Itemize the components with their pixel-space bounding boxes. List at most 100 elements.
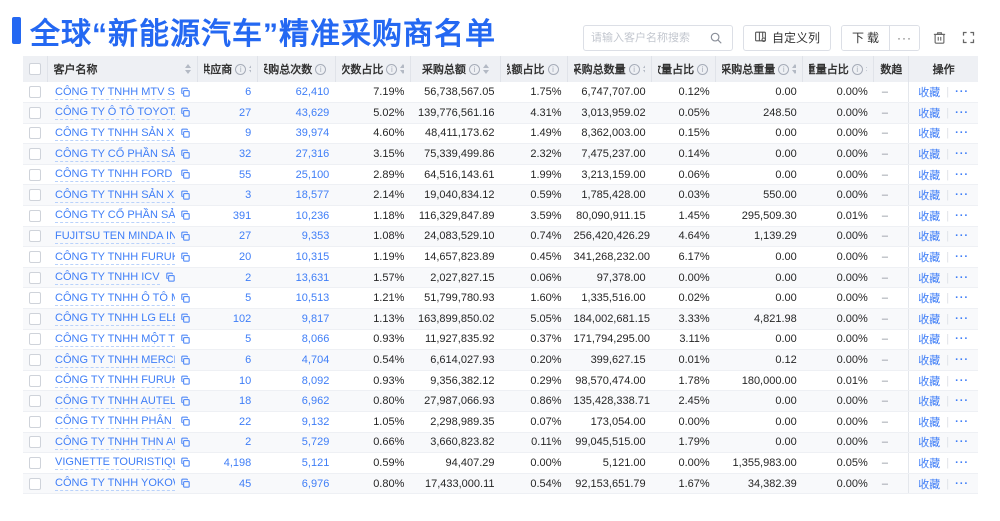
column-header-qty_pct[interactable]: 数量占比i	[651, 56, 717, 82]
column-header-trend[interactable]: 次数趋势	[873, 56, 910, 82]
info-icon[interactable]: i	[628, 63, 640, 75]
customer-name-link[interactable]: CÔNG TY TNHH FURUKAWA A...	[55, 373, 176, 389]
row-checkbox[interactable]	[29, 354, 41, 367]
row-more-button[interactable]: ···	[955, 148, 970, 161]
copy-icon[interactable]	[180, 169, 191, 180]
row-more-button[interactable]: ···	[955, 230, 970, 243]
fullscreen-icon[interactable]	[959, 30, 978, 45]
favorite-link[interactable]: 收藏	[918, 437, 941, 450]
customer-name-link[interactable]: VIGNETTE TOURISTIQUE G UNI...	[55, 455, 176, 471]
copy-icon[interactable]	[180, 128, 191, 139]
row-more-button[interactable]: ···	[955, 354, 970, 367]
row-more-button[interactable]: ···	[955, 333, 970, 346]
customer-name-link[interactable]: CÔNG TY TNHH MERCEDES–B...	[55, 353, 176, 368]
row-more-button[interactable]: ···	[955, 436, 970, 449]
customer-name-link[interactable]: CÔNG TY TNHH FORD VIỆT NAM	[55, 167, 176, 183]
row-checkbox[interactable]	[29, 86, 41, 99]
row-checkbox[interactable]	[29, 189, 41, 202]
copy-icon[interactable]	[180, 355, 191, 366]
customer-name-link[interactable]: CÔNG TY TNHH MỘT THÀNH V...	[55, 332, 176, 347]
favorite-link[interactable]: 收藏	[918, 396, 941, 409]
sort-icon[interactable]	[642, 64, 646, 74]
copy-icon[interactable]	[165, 272, 176, 283]
row-checkbox[interactable]	[29, 127, 41, 140]
copy-icon[interactable]	[180, 416, 191, 427]
info-icon[interactable]: i	[315, 63, 327, 75]
sort-icon[interactable]	[865, 64, 868, 74]
row-more-button[interactable]: ···	[955, 292, 970, 305]
copy-icon[interactable]	[180, 457, 191, 468]
customer-name-link[interactable]: FUJITSU TEN MINDA INDIA PVT...	[55, 229, 176, 244]
row-more-button[interactable]: ···	[955, 395, 970, 408]
copy-icon[interactable]	[180, 190, 191, 201]
column-header-times_pct[interactable]: 次数占比 i	[335, 56, 411, 82]
favorite-link[interactable]: 收藏	[918, 149, 941, 162]
row-checkbox[interactable]	[29, 415, 41, 428]
info-icon[interactable]: i	[697, 63, 709, 75]
favorite-link[interactable]: 收藏	[918, 169, 941, 182]
column-header-total_amount[interactable]: 采购总额 i	[410, 56, 501, 82]
copy-icon[interactable]	[180, 375, 191, 386]
row-more-button[interactable]: ···	[955, 168, 970, 181]
sort-icon[interactable]	[184, 64, 191, 74]
favorite-link[interactable]: 收藏	[918, 457, 941, 470]
sort-icon[interactable]	[249, 64, 251, 74]
row-more-button[interactable]: ···	[955, 374, 970, 387]
copy-icon[interactable]	[180, 313, 191, 324]
customer-name-link[interactable]: CÔNG TY TNHH AUTEL VIỆT N...	[55, 394, 176, 409]
row-more-button[interactable]: ···	[955, 477, 970, 490]
copy-icon[interactable]	[180, 87, 191, 98]
row-checkbox[interactable]	[29, 333, 41, 346]
sort-icon[interactable]	[400, 64, 404, 74]
column-header-total_weight[interactable]: 采购总重量 i	[715, 56, 804, 82]
favorite-link[interactable]: 收藏	[918, 231, 941, 244]
row-checkbox[interactable]	[29, 395, 41, 408]
customer-name-link[interactable]: CÔNG TY TNHH FURUKAWA A...	[55, 250, 176, 265]
row-more-button[interactable]: ···	[955, 312, 970, 325]
row-checkbox[interactable]	[29, 292, 41, 305]
row-checkbox[interactable]	[29, 436, 41, 449]
search-icon[interactable]	[707, 31, 725, 45]
customer-name-link[interactable]: CÔNG TY TNHH MTV SẢN XUẤ...	[55, 85, 176, 100]
favorite-link[interactable]: 收藏	[918, 375, 941, 388]
copy-icon[interactable]	[180, 437, 191, 448]
row-checkbox[interactable]	[29, 209, 41, 222]
column-header-ops[interactable]: 操作	[908, 56, 978, 82]
column-header-weight_pct[interactable]: 重量占比i	[802, 56, 875, 82]
customer-name-link[interactable]: CÔNG TY CỔ PHẦN SẢN XUẤT...	[55, 209, 176, 224]
customer-name-link[interactable]: CÔNG TY TNHH PHÂN PHỐI T...	[55, 414, 176, 430]
row-checkbox[interactable]	[29, 106, 41, 119]
row-checkbox[interactable]	[29, 477, 41, 490]
favorite-link[interactable]: 收藏	[918, 190, 941, 203]
row-more-button[interactable]: ···	[955, 127, 970, 140]
info-icon[interactable]: i	[778, 63, 790, 75]
row-more-button[interactable]: ···	[955, 251, 970, 264]
copy-icon[interactable]	[180, 334, 191, 345]
row-more-button[interactable]: ···	[955, 86, 970, 99]
column-header-name[interactable]: 客户名称	[47, 56, 198, 82]
row-checkbox[interactable]	[29, 168, 41, 181]
row-more-button[interactable]: ···	[955, 189, 970, 202]
info-icon[interactable]: i	[468, 63, 480, 75]
row-checkbox[interactable]	[29, 271, 41, 284]
favorite-link[interactable]: 收藏	[918, 416, 941, 429]
download-more-button[interactable]: ···	[889, 25, 919, 50]
copy-icon[interactable]	[180, 293, 191, 304]
info-icon[interactable]: i	[547, 63, 559, 75]
sort-icon[interactable]	[482, 64, 489, 74]
search-input[interactable]	[590, 31, 707, 44]
select-all-checkbox[interactable]	[29, 63, 41, 75]
favorite-link[interactable]: 收藏	[918, 128, 941, 141]
customer-name-link[interactable]: CÔNG TY TNHH SẢN XUẤT VÀ ...	[55, 188, 176, 203]
customer-name-link[interactable]: CÔNG TY TNHH THN AUTOPAR...	[55, 435, 176, 450]
customer-name-link[interactable]: CÔNG TY TNHH ICV	[55, 271, 160, 286]
info-icon[interactable]: i	[386, 63, 398, 75]
customer-name-link[interactable]: CÔNG TY TNHH YOKOWO VIỆT...	[55, 476, 176, 492]
column-header-total_qty[interactable]: 采购总数量 i	[567, 56, 653, 82]
row-more-button[interactable]: ···	[955, 106, 970, 119]
copy-icon[interactable]	[180, 252, 191, 263]
favorite-link[interactable]: 收藏	[918, 334, 941, 347]
favorite-link[interactable]: 收藏	[918, 313, 941, 326]
favorite-link[interactable]: 收藏	[918, 478, 941, 491]
copy-icon[interactable]	[180, 149, 191, 160]
